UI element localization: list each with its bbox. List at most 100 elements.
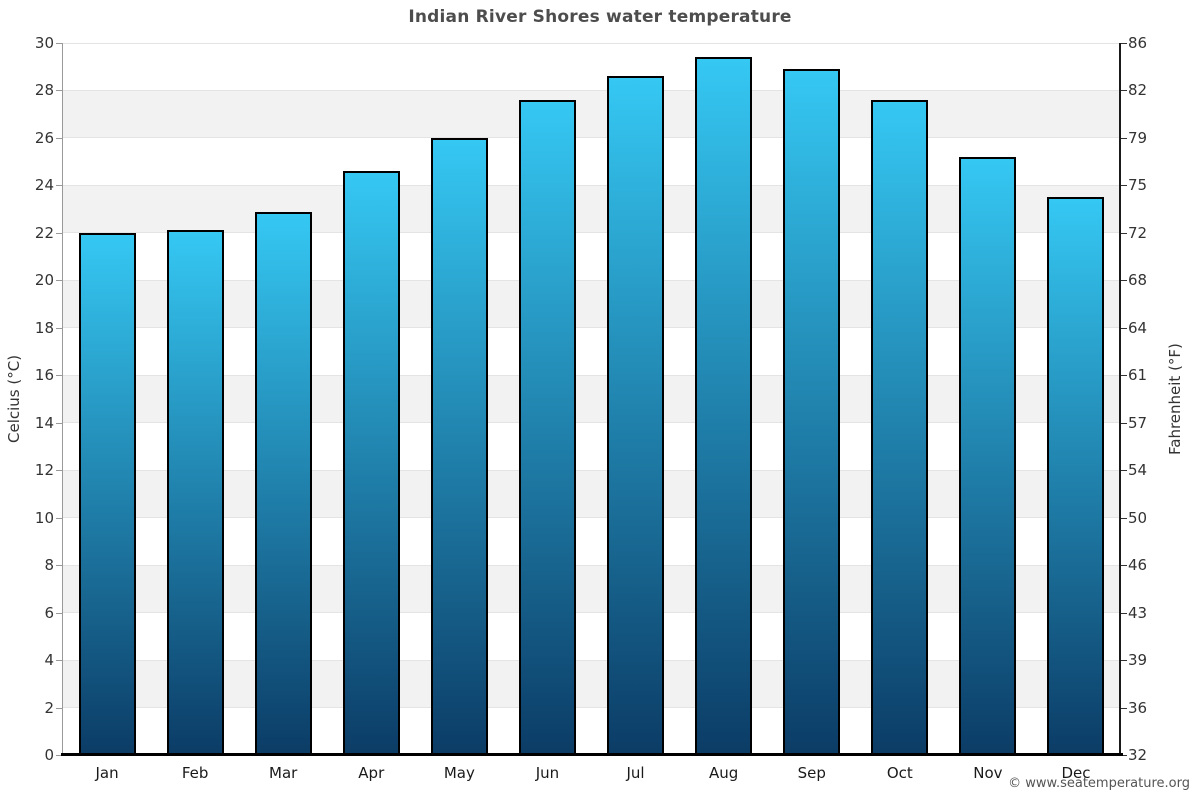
bar-dec[interactable] bbox=[1047, 197, 1105, 755]
month-label-jun: Jun bbox=[535, 764, 560, 782]
gridline-12c bbox=[63, 469, 1120, 471]
fahrenheit-tick-label: 61 bbox=[1128, 366, 1148, 385]
right-tick-14c bbox=[1121, 422, 1127, 424]
left-tick-14c bbox=[56, 422, 62, 424]
celsius-tick-label: 24 bbox=[34, 176, 54, 195]
bar-jan[interactable] bbox=[78, 232, 136, 755]
celsius-tick-label: 14 bbox=[34, 413, 54, 432]
gridline-24c bbox=[63, 184, 1120, 186]
fahrenheit-tick-label: 64 bbox=[1128, 318, 1148, 337]
left-tick-26c bbox=[56, 137, 62, 139]
right-tick-26c bbox=[1121, 137, 1127, 139]
gridline-30c bbox=[63, 42, 1120, 44]
month-label-oct: Oct bbox=[886, 764, 913, 782]
fahrenheit-tick-label: 86 bbox=[1128, 34, 1148, 52]
gridline-26c bbox=[63, 137, 1120, 139]
bar-feb[interactable] bbox=[166, 230, 224, 755]
celsius-tick-label: 2 bbox=[44, 698, 54, 717]
fahrenheit-tick-label: 46 bbox=[1128, 556, 1148, 575]
right-tick-28c bbox=[1121, 90, 1127, 92]
celsius-tick-label: 22 bbox=[34, 223, 54, 242]
month-label-mar: Mar bbox=[269, 764, 298, 782]
right-tick-30c bbox=[1121, 43, 1127, 44]
gridline-10c bbox=[63, 517, 1120, 519]
right-tick-22c bbox=[1121, 232, 1127, 234]
bar-jul[interactable] bbox=[607, 76, 665, 755]
gridline-14c bbox=[63, 422, 1120, 424]
celsius-tick-label: 16 bbox=[34, 366, 54, 385]
month-label-feb: Feb bbox=[181, 764, 209, 782]
fahrenheit-tick-label: 39 bbox=[1128, 651, 1148, 670]
bar-may[interactable] bbox=[430, 137, 488, 755]
celsius-tick-label: 0 bbox=[44, 746, 54, 764]
celsius-tick-label: 26 bbox=[34, 128, 54, 147]
celsius-tick-label: 12 bbox=[34, 461, 54, 480]
fahrenheit-tick-label: 32 bbox=[1128, 746, 1148, 764]
fahrenheit-tick-label: 75 bbox=[1128, 176, 1148, 195]
celsius-tick-label: 8 bbox=[44, 556, 54, 575]
celsius-tick-label: 18 bbox=[34, 318, 54, 337]
gridline-22c bbox=[63, 232, 1120, 234]
left-tick-8c bbox=[56, 565, 62, 567]
left-tick-28c bbox=[56, 90, 62, 92]
bar-sep[interactable] bbox=[783, 69, 841, 755]
right-tick-10c bbox=[1121, 517, 1127, 519]
left-tick-20c bbox=[56, 280, 62, 282]
fahrenheit-tick-label: 79 bbox=[1128, 128, 1148, 147]
celsius-tick-label: 30 bbox=[34, 34, 54, 52]
celsius-tick-label: 20 bbox=[34, 271, 54, 290]
fahrenheit-tick-label: 50 bbox=[1128, 508, 1148, 527]
bar-aug[interactable] bbox=[695, 57, 753, 755]
gridline-4c bbox=[63, 659, 1120, 661]
right-tick-20c bbox=[1121, 280, 1127, 282]
fahrenheit-tick-label: 68 bbox=[1128, 271, 1148, 290]
bar-oct[interactable] bbox=[871, 99, 929, 755]
month-label-aug: Aug bbox=[708, 764, 739, 782]
celsius-tick-label: 4 bbox=[44, 651, 54, 670]
gridline-6c bbox=[63, 612, 1120, 614]
y-axis-label-celsius: Celcius (°C) bbox=[5, 354, 23, 444]
right-tick-24c bbox=[1121, 185, 1127, 187]
left-tick-10c bbox=[56, 517, 62, 519]
y-axis-label-fahrenheit: Fahrenheit (°F) bbox=[1166, 343, 1184, 455]
right-tick-6c bbox=[1121, 612, 1127, 614]
copyright-footer[interactable]: © www.seatemperature.org bbox=[1008, 776, 1190, 791]
left-tick-16c bbox=[56, 375, 62, 377]
right-tick-2c bbox=[1121, 707, 1127, 709]
fahrenheit-tick-label: 43 bbox=[1128, 603, 1148, 622]
month-label-nov: Nov bbox=[973, 764, 1003, 782]
bar-mar[interactable] bbox=[254, 211, 312, 755]
right-tick-16c bbox=[1121, 375, 1127, 377]
month-label-sep: Sep bbox=[797, 764, 826, 782]
month-label-jul: Jul bbox=[626, 764, 645, 782]
left-tick-24c bbox=[56, 185, 62, 187]
celsius-tick-label: 10 bbox=[34, 508, 54, 527]
bar-nov[interactable] bbox=[959, 156, 1017, 755]
fahrenheit-tick-label: 54 bbox=[1128, 461, 1148, 480]
left-tick-12c bbox=[56, 470, 62, 472]
left-tick-18c bbox=[56, 327, 62, 329]
plot-area bbox=[63, 43, 1120, 755]
left-tick-2c bbox=[56, 707, 62, 709]
right-tick-4c bbox=[1121, 660, 1127, 662]
fahrenheit-tick-label: 57 bbox=[1128, 413, 1148, 432]
left-tick-0c bbox=[56, 755, 62, 756]
celsius-tick-label: 6 bbox=[44, 603, 54, 622]
gridline-8c bbox=[63, 564, 1120, 566]
right-tick-0c bbox=[1121, 755, 1127, 756]
left-tick-22c bbox=[56, 232, 62, 234]
month-label-jan: Jan bbox=[95, 764, 119, 782]
bar-jun[interactable] bbox=[518, 99, 576, 755]
right-tick-18c bbox=[1121, 327, 1127, 329]
gridline-16c bbox=[63, 374, 1120, 376]
gridline-2c bbox=[63, 707, 1120, 709]
right-tick-12c bbox=[1121, 470, 1127, 472]
left-tick-6c bbox=[56, 612, 62, 614]
gridline-28c bbox=[63, 89, 1120, 91]
chart-title: Indian River Shores water temperature bbox=[408, 7, 792, 27]
gridline-20c bbox=[63, 279, 1120, 281]
fahrenheit-tick-label: 72 bbox=[1128, 223, 1148, 242]
bar-apr[interactable] bbox=[342, 171, 400, 755]
month-label-dec: Dec bbox=[1061, 764, 1091, 782]
right-axis-line bbox=[1119, 43, 1121, 755]
